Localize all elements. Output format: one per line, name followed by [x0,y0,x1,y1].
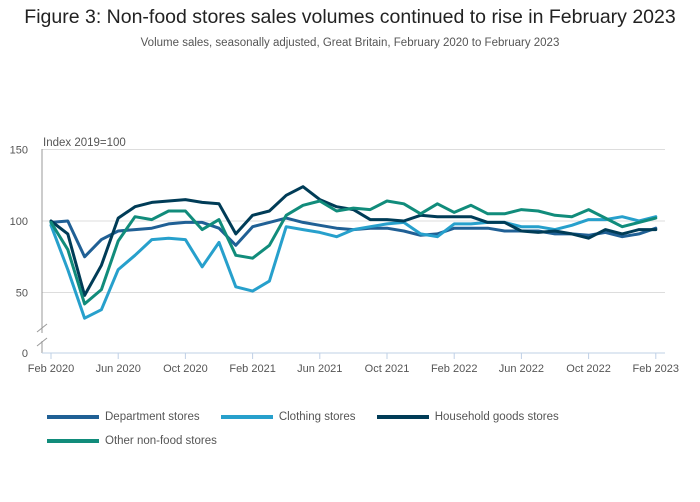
legend: Department stores Clothing stores Househ… [47,405,667,453]
axis-break-mark [36,323,48,333]
x-tick-label: Oct 2022 [566,363,611,375]
series-lines [49,185,658,320]
chart-subtitle: Volume sales, seasonally adjusted, Great… [140,37,560,49]
x-tick-label: Feb 2023 [633,363,679,375]
y-axis-title: Index 2019=100 [43,137,126,149]
x-tick-label: Feb 2021 [229,363,275,375]
axis-break-mark [36,337,48,347]
y-tick-label: 0 [22,348,28,360]
legend-label: Clothing stores [278,411,356,423]
x-tick-label: Feb 2022 [431,363,477,375]
legend-swatch-department [47,415,99,419]
series-line-other-non-food-stores [49,199,658,306]
legend-label: Department stores [105,411,200,423]
legend-item-other-non-food-stores[interactable]: Other non-food stores [47,429,217,453]
legend-row-1: Department stores Clothing stores Househ… [47,405,667,429]
x-tick-label: Jun 2022 [499,363,544,375]
legend-item-department-stores[interactable]: Department stores [47,405,200,429]
legend-swatch-household [376,415,429,419]
legend-label: Household goods stores [434,411,559,423]
line-chart: 0 50 100 150 Feb 2020 Jun 2020 Oct 2020 Feb 202… [10,137,679,376]
legend-item-clothing-stores[interactable]: Clothing stores [220,405,356,429]
y-tick-label: 100 [10,216,28,228]
x-tick-label: Jun 2021 [297,363,342,375]
x-tick-label: Oct 2021 [365,363,410,375]
legend-swatch-other [47,439,99,443]
legend-row-2: Other non-food stores [47,429,667,453]
x-tick-label: Oct 2020 [163,363,208,375]
x-tick-label: Jun 2020 [96,363,141,375]
x-tick-label: Feb 2020 [28,363,74,375]
y-tick-label: 150 [10,145,28,157]
series-line-household-goods-stores [49,185,658,297]
legend-label: Other non-food stores [105,435,217,447]
chart-title: Figure 3: Non-food stores sales volumes … [24,6,676,28]
legend-swatch-clothing [220,415,273,419]
gridlines [42,149,665,293]
y-tick-label: 50 [16,288,28,300]
legend-item-household-goods-stores[interactable]: Household goods stores [376,405,559,429]
axes: 0 50 100 150 Feb 2020 Jun 2020 Oct 2020 Feb 202… [10,145,679,376]
